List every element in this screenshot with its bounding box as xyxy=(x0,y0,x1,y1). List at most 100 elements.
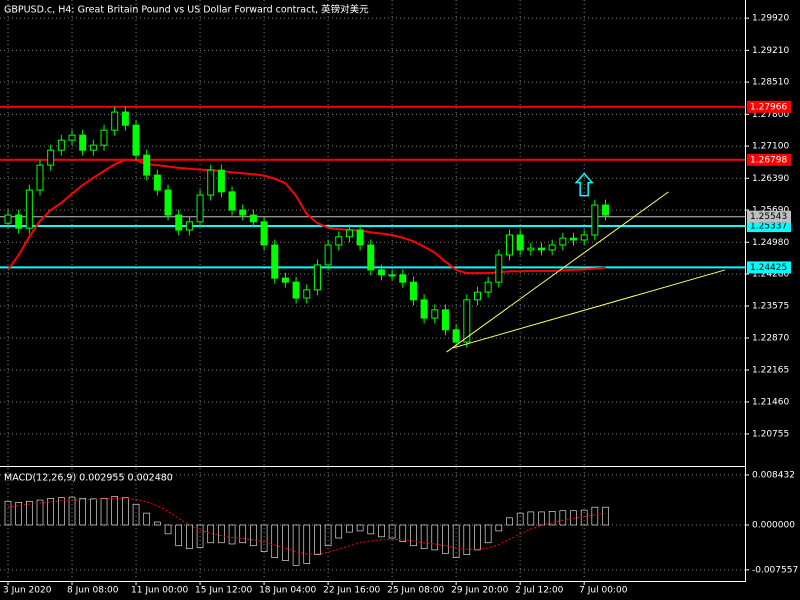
x-tick-label: 29 Jun 20:00 xyxy=(451,586,508,596)
candle-body xyxy=(335,236,343,246)
macd-bar xyxy=(271,524,279,558)
macd-bar xyxy=(548,511,556,526)
candle-body xyxy=(57,139,65,151)
macd-bar xyxy=(228,524,236,545)
macd-bar xyxy=(367,524,375,535)
macd-bar xyxy=(100,497,108,526)
macd-bar xyxy=(196,524,204,548)
x-tick-label: 15 Jun 12:00 xyxy=(195,586,252,596)
candle-body xyxy=(36,164,44,191)
candle-body xyxy=(217,169,225,193)
candle-body xyxy=(463,299,471,343)
candle-body xyxy=(239,209,247,216)
macd-bar xyxy=(79,497,86,526)
x-tick-label: 2 Jul 12:00 xyxy=(515,586,564,596)
candle-body xyxy=(538,247,545,251)
candle-body xyxy=(367,244,375,271)
candle-body xyxy=(484,281,492,293)
price-tag-label: 1.27966 xyxy=(750,102,787,112)
y-tick-label: -0.007557 xyxy=(752,565,798,575)
candle-body xyxy=(377,269,385,276)
candle-body xyxy=(4,214,12,224)
candle-body xyxy=(548,244,556,251)
candle-body xyxy=(249,214,257,223)
macd-bar xyxy=(420,524,428,550)
macd-bar xyxy=(26,500,33,526)
macd-bar xyxy=(410,524,417,547)
candle-body xyxy=(89,144,97,151)
macd-bar xyxy=(303,524,311,564)
up-arrow xyxy=(574,172,594,197)
trend-line xyxy=(452,269,726,349)
candle-body xyxy=(441,309,449,331)
price-tag xyxy=(747,210,791,223)
y-tick-label: 1.21460 xyxy=(752,397,789,407)
price-tag xyxy=(747,153,791,166)
candle-body xyxy=(356,229,364,246)
candle-body xyxy=(228,191,236,211)
candle-body xyxy=(580,234,588,241)
macd-bar xyxy=(36,499,44,526)
price-tag-label: 1.25337 xyxy=(750,222,787,232)
y-tick-label: 1.20755 xyxy=(752,429,789,439)
candle-body xyxy=(324,244,332,266)
macd-bar xyxy=(154,521,161,526)
trend-line xyxy=(446,191,669,353)
candle-body xyxy=(15,214,23,229)
x-tick-label: 22 Jun 16:00 xyxy=(323,586,380,596)
candle-body xyxy=(431,309,439,319)
price-tag-label: 1.25543 xyxy=(750,212,787,222)
macd-bar xyxy=(431,524,439,551)
x-tick-label: 3 Jun 2020 xyxy=(3,586,52,596)
y-tick-label: 1.23575 xyxy=(752,301,789,311)
macd-bar xyxy=(58,497,65,526)
macd-bar xyxy=(207,524,215,544)
macd-bar xyxy=(399,524,407,542)
macd-bar xyxy=(538,511,545,526)
macd-bar xyxy=(68,496,76,526)
y-tick-label: 1.26390 xyxy=(752,174,789,184)
macd-bar xyxy=(175,524,183,547)
candle-body xyxy=(164,189,172,216)
macd-bar xyxy=(132,503,140,526)
price-tag xyxy=(747,100,791,113)
y-tick-label: 1.29920 xyxy=(752,14,789,24)
candle-body xyxy=(111,111,119,131)
macd-bar xyxy=(111,496,118,526)
y-tick-label: 1.22870 xyxy=(752,333,789,343)
y-tick-label: 1.28510 xyxy=(752,78,789,88)
candle-body xyxy=(175,214,183,231)
x-tick-label: 7 Jul 00:00 xyxy=(579,586,628,596)
macd-bar xyxy=(484,524,492,544)
macd-bar xyxy=(378,524,385,538)
macd-bar xyxy=(47,497,54,526)
candle-body xyxy=(473,291,481,301)
macd-bar xyxy=(452,524,460,558)
macd-bar xyxy=(474,524,481,551)
macd-title: MACD(12,26,9) 0.002955 0.002480 xyxy=(4,473,173,484)
price-tag-label: 1.24425 xyxy=(750,263,787,273)
candle-body xyxy=(409,281,417,301)
candle-body xyxy=(420,299,428,319)
macd-bar xyxy=(559,510,567,526)
candle-body xyxy=(452,329,460,343)
candle-body xyxy=(207,169,215,196)
candle-body xyxy=(505,234,513,256)
macd-bar xyxy=(15,502,22,526)
candle-body xyxy=(143,154,151,176)
macd-bar xyxy=(506,517,513,526)
y-tick-label: 1.22165 xyxy=(752,365,789,375)
macd-bar xyxy=(4,500,12,526)
macd-bar xyxy=(218,524,225,544)
candle-body xyxy=(570,237,578,241)
macd-bar xyxy=(314,524,321,555)
y-tick-label: 0.000000 xyxy=(752,520,795,530)
price-tag-label: 1.26798 xyxy=(750,155,787,165)
macd-bar xyxy=(516,512,524,526)
macd-bar xyxy=(335,524,343,539)
candle-body xyxy=(185,221,193,231)
candle-body xyxy=(68,134,76,141)
candle-body xyxy=(313,264,321,291)
